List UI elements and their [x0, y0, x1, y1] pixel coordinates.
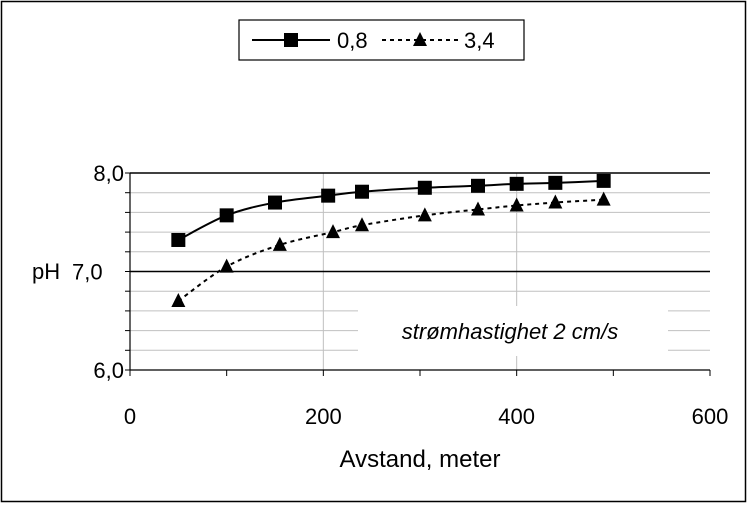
series-1-point: [219, 208, 234, 223]
x-tick-label: 600: [692, 404, 729, 429]
x-tick-label: 200: [305, 404, 342, 429]
y-tick-label: 8,0: [93, 161, 124, 186]
series-2-point: [355, 217, 369, 232]
legend-label-series-1: 0,8: [337, 28, 368, 53]
series-1-point: [471, 178, 485, 193]
annotation-text: strømhastighet 2 cm/s: [402, 319, 618, 344]
axes: 6,0 7,0 8,0 0 200 400 600: [72, 161, 728, 429]
y-tick-label: 6,0: [93, 358, 124, 383]
x-tick-label: 0: [124, 404, 136, 429]
series-2-point: [171, 293, 186, 308]
series-1-point: [509, 176, 524, 191]
series-1-point: [548, 175, 563, 190]
series-2-point: [596, 191, 611, 206]
series-1-point: [596, 173, 611, 188]
series-2-point: [509, 197, 524, 212]
series-1-point: [321, 188, 336, 203]
annotation-box: strømhastighet 2 cm/s: [358, 306, 668, 356]
x-tick-label: 400: [498, 404, 535, 429]
series-1-point: [171, 232, 186, 247]
series-1-point: [355, 184, 369, 199]
series-2-line: [177, 198, 604, 302]
series-2-point: [219, 258, 234, 273]
legend: 0,8 3,4: [238, 19, 525, 61]
series-2-point: [471, 201, 485, 216]
series-2-point: [548, 194, 563, 209]
legend-label-series-2: 3,4: [464, 28, 495, 53]
series-1-point: [268, 195, 282, 210]
series-2-point: [326, 224, 340, 239]
series-2-point: [417, 207, 432, 222]
annotation-background: [358, 306, 668, 356]
y-axis-label: pH: [32, 259, 60, 284]
series-1-line: [177, 179, 604, 241]
y-tick-label: 7,0: [72, 260, 103, 285]
legend-marker-series-1: [284, 33, 298, 47]
legend-marker-series-2: [413, 32, 427, 46]
x-axis-label: Avstand, meter: [340, 446, 501, 473]
series-1-point: [417, 180, 432, 195]
series-group: [171, 173, 611, 308]
series-2-point: [272, 236, 287, 251]
